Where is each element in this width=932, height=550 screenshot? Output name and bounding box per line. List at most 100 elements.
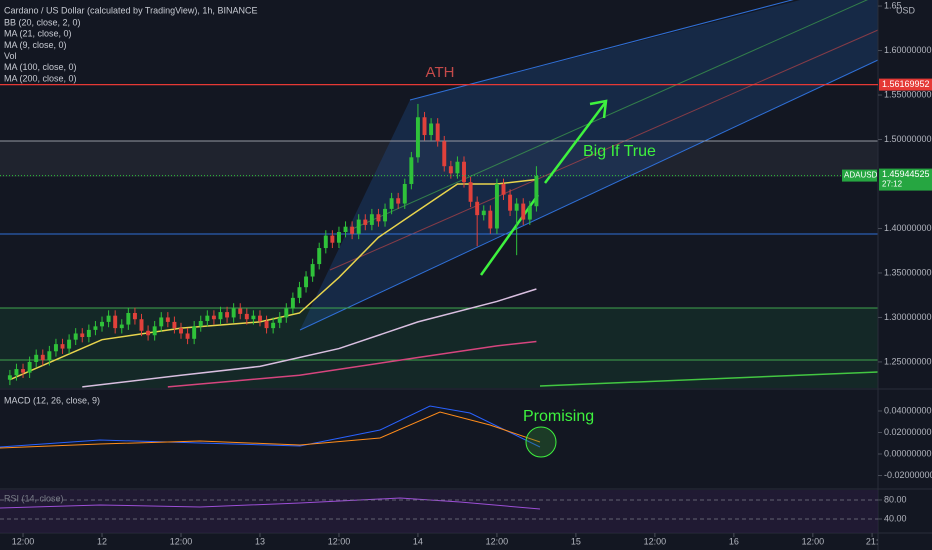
candle-body xyxy=(402,183,407,204)
candle-body xyxy=(198,321,203,327)
candle-body xyxy=(211,315,216,320)
candle-body xyxy=(383,208,388,222)
y-tick-label: 0.04000000 xyxy=(884,405,932,415)
y-tick-label: 1.60000000 xyxy=(884,45,932,55)
candle-body xyxy=(389,198,394,209)
candle-body xyxy=(455,161,460,174)
legend-entry: Vol xyxy=(4,51,17,61)
candle-body xyxy=(290,297,295,309)
candle-body xyxy=(225,312,230,318)
candle-body xyxy=(429,123,434,136)
candle-body xyxy=(53,344,58,352)
candle-body xyxy=(165,317,170,322)
candle-body xyxy=(310,264,315,277)
x-tick-label: 14 xyxy=(413,536,423,546)
highlight-circle xyxy=(525,426,557,458)
candle-body xyxy=(86,329,91,338)
candle-body xyxy=(468,182,473,202)
candle-body xyxy=(146,330,151,336)
candle-body xyxy=(40,354,45,361)
moving-average xyxy=(82,288,537,388)
y-tick-label: 40.00 xyxy=(884,513,907,523)
zone xyxy=(0,141,878,177)
price-label: 1.45944525 xyxy=(882,169,930,179)
candle-body xyxy=(284,308,289,318)
candle-body xyxy=(494,183,499,229)
y-tick-label: 1.50000000 xyxy=(884,134,932,144)
candle-body xyxy=(409,157,414,184)
y-tick-label: 1.25000000 xyxy=(884,356,932,366)
channel-line xyxy=(349,0,868,231)
legend-entry: BB (20, close, 2, 0) xyxy=(4,17,81,27)
legend-entry: MA (100, close, 0) xyxy=(4,62,77,72)
pane-title: RSI (14, close) xyxy=(4,493,64,503)
candle-body xyxy=(106,315,111,322)
price-label-box xyxy=(879,168,932,191)
x-tick-label: 12:00 xyxy=(802,536,825,546)
candle-body xyxy=(462,161,466,183)
signal-line xyxy=(0,411,541,449)
candle-body xyxy=(238,308,243,314)
x-tick-label: 12 xyxy=(97,536,107,546)
candle-body xyxy=(481,210,486,216)
candle-body xyxy=(21,369,26,373)
candle-body xyxy=(350,226,355,234)
candle-body xyxy=(514,203,519,211)
channel xyxy=(300,0,878,330)
price-label: 1.56169952 xyxy=(882,79,930,89)
candle-body xyxy=(132,312,137,320)
x-tick-label: 15 xyxy=(571,536,581,546)
symbol-box xyxy=(842,169,877,182)
candle-body xyxy=(192,326,197,339)
y-tick-label: 1.55000000 xyxy=(884,89,932,99)
ath-label: ATH xyxy=(426,64,455,81)
rsi-line xyxy=(0,497,541,510)
y-tick-label: 1.35000000 xyxy=(884,267,932,277)
y-tick-label: 1.30000000 xyxy=(884,312,932,322)
channel-line xyxy=(299,59,879,331)
candle-body xyxy=(501,183,506,195)
candle-body xyxy=(159,317,164,327)
candle-body xyxy=(356,219,361,234)
moving-average xyxy=(167,340,537,388)
candle-body xyxy=(258,315,262,322)
candle-body xyxy=(119,324,124,329)
candle-body xyxy=(369,214,374,225)
candle-body xyxy=(113,315,118,329)
y-tick-label: 80.00 xyxy=(884,494,907,504)
y-tick-label: 1.65 xyxy=(884,0,902,10)
candle-body xyxy=(67,339,72,349)
candle-body xyxy=(488,210,493,229)
candle-body xyxy=(14,369,19,376)
legend-entry: MA (21, close, 0) xyxy=(4,29,72,39)
arrow xyxy=(544,102,606,184)
candle-body xyxy=(376,214,381,222)
candle-body xyxy=(205,315,210,322)
candle-body xyxy=(323,235,328,249)
candle-body xyxy=(244,313,249,320)
price-label-box xyxy=(879,78,932,91)
candle-body xyxy=(100,321,104,327)
x-tick-label: 16 xyxy=(729,536,739,546)
trend-line xyxy=(539,371,879,387)
candle-body xyxy=(60,344,65,349)
y-tick-label: 0.02000000 xyxy=(884,427,932,437)
candle-body xyxy=(475,201,480,216)
x-tick-label: 13 xyxy=(255,536,265,546)
y-tick-label: -0.02000000 xyxy=(884,470,932,480)
candle-body xyxy=(527,206,532,220)
candle-body xyxy=(251,315,256,320)
candle-body xyxy=(415,117,420,158)
candle-body xyxy=(448,166,453,174)
candle-body xyxy=(363,219,368,225)
countdown: 27:12 xyxy=(882,180,903,189)
arrow-head xyxy=(589,99,608,119)
candle-body xyxy=(172,321,177,329)
currency: USD xyxy=(896,5,916,15)
y-tick-label: 0.00000000 xyxy=(884,448,932,458)
macd-line xyxy=(0,405,541,448)
candle-body xyxy=(34,354,39,362)
candle-body xyxy=(231,308,236,318)
